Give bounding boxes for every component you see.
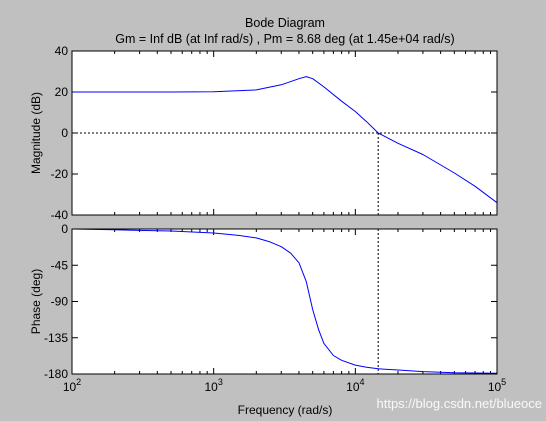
phase-y-tick-label: -135 — [44, 331, 68, 345]
phase-axes: 0 -45 -90 -135 -180 Phase (deg) 102 103 104 105 — [29, 222, 506, 394]
magnitude-y-tick-label: 40 — [55, 44, 69, 58]
x-tick-label: 105 — [488, 377, 506, 394]
x-tick-label: 102 — [63, 377, 81, 394]
phase-y-tick-label: 0 — [61, 222, 68, 236]
magnitude-frame — [71, 50, 498, 216]
phase-y-axis-label: Phase (deg) — [29, 269, 43, 334]
phase-y-tick-label: -90 — [51, 295, 69, 309]
magnitude-y-tick-label: -20 — [51, 167, 69, 181]
phase-y-tick-label: -180 — [44, 367, 68, 381]
magnitude-axes: 40 20 0 -20 -40 Magnitude (dB) — [29, 44, 498, 222]
chart-title: Bode Diagram — [245, 16, 325, 30]
x-axis-label: Frequency (rad/s) — [238, 403, 333, 417]
x-tick-label-exponent: 2 — [76, 377, 81, 387]
x-tick-label: 103 — [204, 377, 222, 394]
magnitude-y-tick-label: 0 — [61, 126, 68, 140]
phase-frame — [71, 228, 498, 375]
watermark: https://blog.csdn.net/blueoce — [376, 396, 542, 411]
magnitude-y-tick-label: 20 — [55, 85, 69, 99]
x-tick-label-exponent: 4 — [360, 377, 365, 387]
x-tick-label-exponent: 3 — [218, 377, 223, 387]
phase-series-line — [71, 228, 498, 374]
x-tick-label: 104 — [346, 377, 364, 394]
magnitude-series-line — [72, 76, 498, 204]
phase-plot-area — [72, 229, 497, 374]
magnitude-y-axis-label: Magnitude (dB) — [29, 92, 43, 174]
chart-subtitle: Gm = Inf dB (at Inf rad/s) , Pm = 8.68 d… — [115, 32, 454, 46]
phase-y-tick-label: -45 — [51, 258, 69, 272]
x-tick-label-exponent: 5 — [501, 377, 506, 387]
magnitude-y-tick-label: -40 — [51, 208, 69, 222]
